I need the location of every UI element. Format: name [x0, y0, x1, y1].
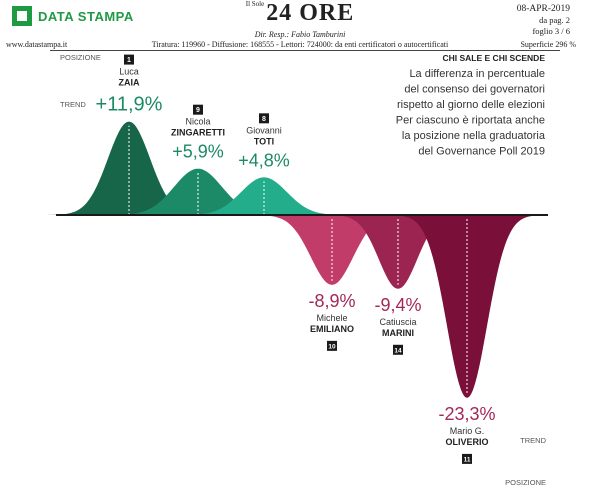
- value-label-toti: +4,8%: [238, 150, 290, 170]
- subtitle-line: Per ciascuno è riportata anche: [396, 115, 545, 127]
- position-number-zaia: 1: [127, 57, 131, 64]
- curve-zaia: [45, 121, 213, 215]
- page-meta: 08-APR-2019 da pag. 2 foglio 3 / 6: [517, 4, 570, 37]
- brand-mark-icon: [12, 6, 32, 26]
- subtitle-line: del consenso dei governatori: [404, 84, 545, 96]
- masthead-small: Il Sole: [245, 0, 265, 8]
- clipping-header: DATA STAMPA Il Sole24 ORE Dir. Resp.: Fa…: [0, 0, 600, 51]
- subtitle-line: rispetto al giorno delle elezioni: [397, 99, 545, 111]
- header-divider: [50, 50, 560, 51]
- clip-date: 08-APR-2019: [516, 4, 570, 14]
- chart-title: CHI SALE E CHI SCENDE: [443, 53, 546, 63]
- value-label-zaia: +11,9%: [96, 94, 163, 116]
- first-name-zingaretti: Nicola: [185, 117, 210, 127]
- curves-layer: [45, 121, 547, 398]
- clip-page: da pag. 2: [539, 15, 570, 25]
- director: Dir. Resp.: Fabio Tamburini: [254, 30, 346, 39]
- trend-axis-label-top: TREND: [60, 100, 86, 109]
- source-url: www.datastampa.it: [6, 40, 68, 49]
- first-name-zaia: Luca: [119, 67, 139, 77]
- masthead-title: 24 ORE: [266, 0, 355, 26]
- value-label-zingaretti: +5,9%: [172, 142, 224, 162]
- last-name-zingaretti: ZINGARETTI: [171, 128, 225, 138]
- last-name-emiliano: EMILIANO: [310, 324, 354, 334]
- circulation-info: Tiratura: 119960 - Diffusione: 168555 - …: [151, 40, 449, 49]
- position-number-oliverio: 11: [464, 456, 471, 463]
- trend-axis-label-bottom: TREND: [520, 436, 546, 445]
- brand-logo: DATA STAMPA: [12, 6, 134, 26]
- position-axis-label-bottom: POSIZIONE: [505, 478, 546, 487]
- surface-info: Superficie 296 %: [520, 40, 576, 49]
- position-badge-oliverio: [462, 453, 472, 464]
- curve-oliverio: [387, 215, 547, 398]
- position-badge-marini: [393, 344, 403, 355]
- curve-toti: [172, 177, 356, 215]
- first-name-emiliano: Michele: [316, 313, 347, 323]
- last-name-marini: MARINI: [382, 328, 414, 338]
- position-badge-zingaretti: [193, 104, 203, 115]
- first-name-marini: Catiuscia: [379, 317, 416, 327]
- first-name-toti: Giovanni: [246, 125, 282, 135]
- position-badge-toti: [259, 113, 269, 124]
- brand-name: DATA STAMPA: [38, 8, 134, 24]
- subtitle-line: La differenza in percentuale: [409, 68, 545, 80]
- subtitle-line: del Governance Poll 2019: [418, 146, 545, 158]
- last-name-zaia: ZAIA: [119, 78, 140, 88]
- last-name-toti: TOTI: [254, 136, 274, 146]
- position-badge-zaia: [124, 54, 134, 65]
- value-label-oliverio: -23,3%: [438, 404, 495, 424]
- curve-zingaretti: [102, 168, 294, 215]
- first-name-oliverio: Mario G.: [450, 426, 485, 436]
- value-label-marini: -9,4%: [374, 295, 421, 315]
- last-name-oliverio: OLIVERIO: [445, 437, 488, 447]
- position-number-emiliano: 10: [328, 343, 336, 350]
- chart-subtitle: La differenza in percentuale del consenso…: [396, 68, 546, 158]
- curve-emiliano: [248, 215, 416, 285]
- clip-sheet: foglio 3 / 6: [532, 26, 570, 36]
- masthead: Il Sole24 ORE: [0, 0, 600, 27]
- position-number-toti: 8: [262, 116, 266, 123]
- subtitle-line: la posizione nella graduatoria: [402, 130, 546, 142]
- position-number-zingaretti: 9: [196, 107, 200, 114]
- position-badge-emiliano: [327, 340, 337, 351]
- position-axis-label-top: POSIZIONE: [60, 53, 101, 62]
- value-label-emiliano: -8,9%: [308, 291, 355, 311]
- position-number-marini: 14: [394, 347, 402, 354]
